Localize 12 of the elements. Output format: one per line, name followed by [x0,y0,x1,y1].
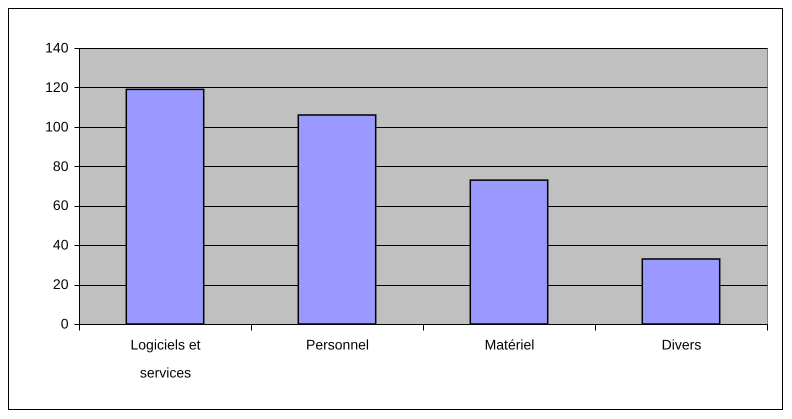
y-tick-label: 60 [52,197,69,214]
y-tick-label: 80 [52,158,69,174]
y-tick-label: 140 [45,40,69,56]
x-tick-label: Logiciels et services [130,336,201,380]
y-tick-label: 0 [60,316,69,332]
y-tick-label: 40 [52,236,69,253]
y-tick-label: 100 [45,118,69,134]
y-tick-label: 120 [45,78,69,95]
x-tick-label: Divers [662,336,702,352]
y-tick-label: 20 [52,276,69,292]
x-tick-label: Personnel [306,336,370,352]
x-tick-label: Matériel [484,336,534,352]
